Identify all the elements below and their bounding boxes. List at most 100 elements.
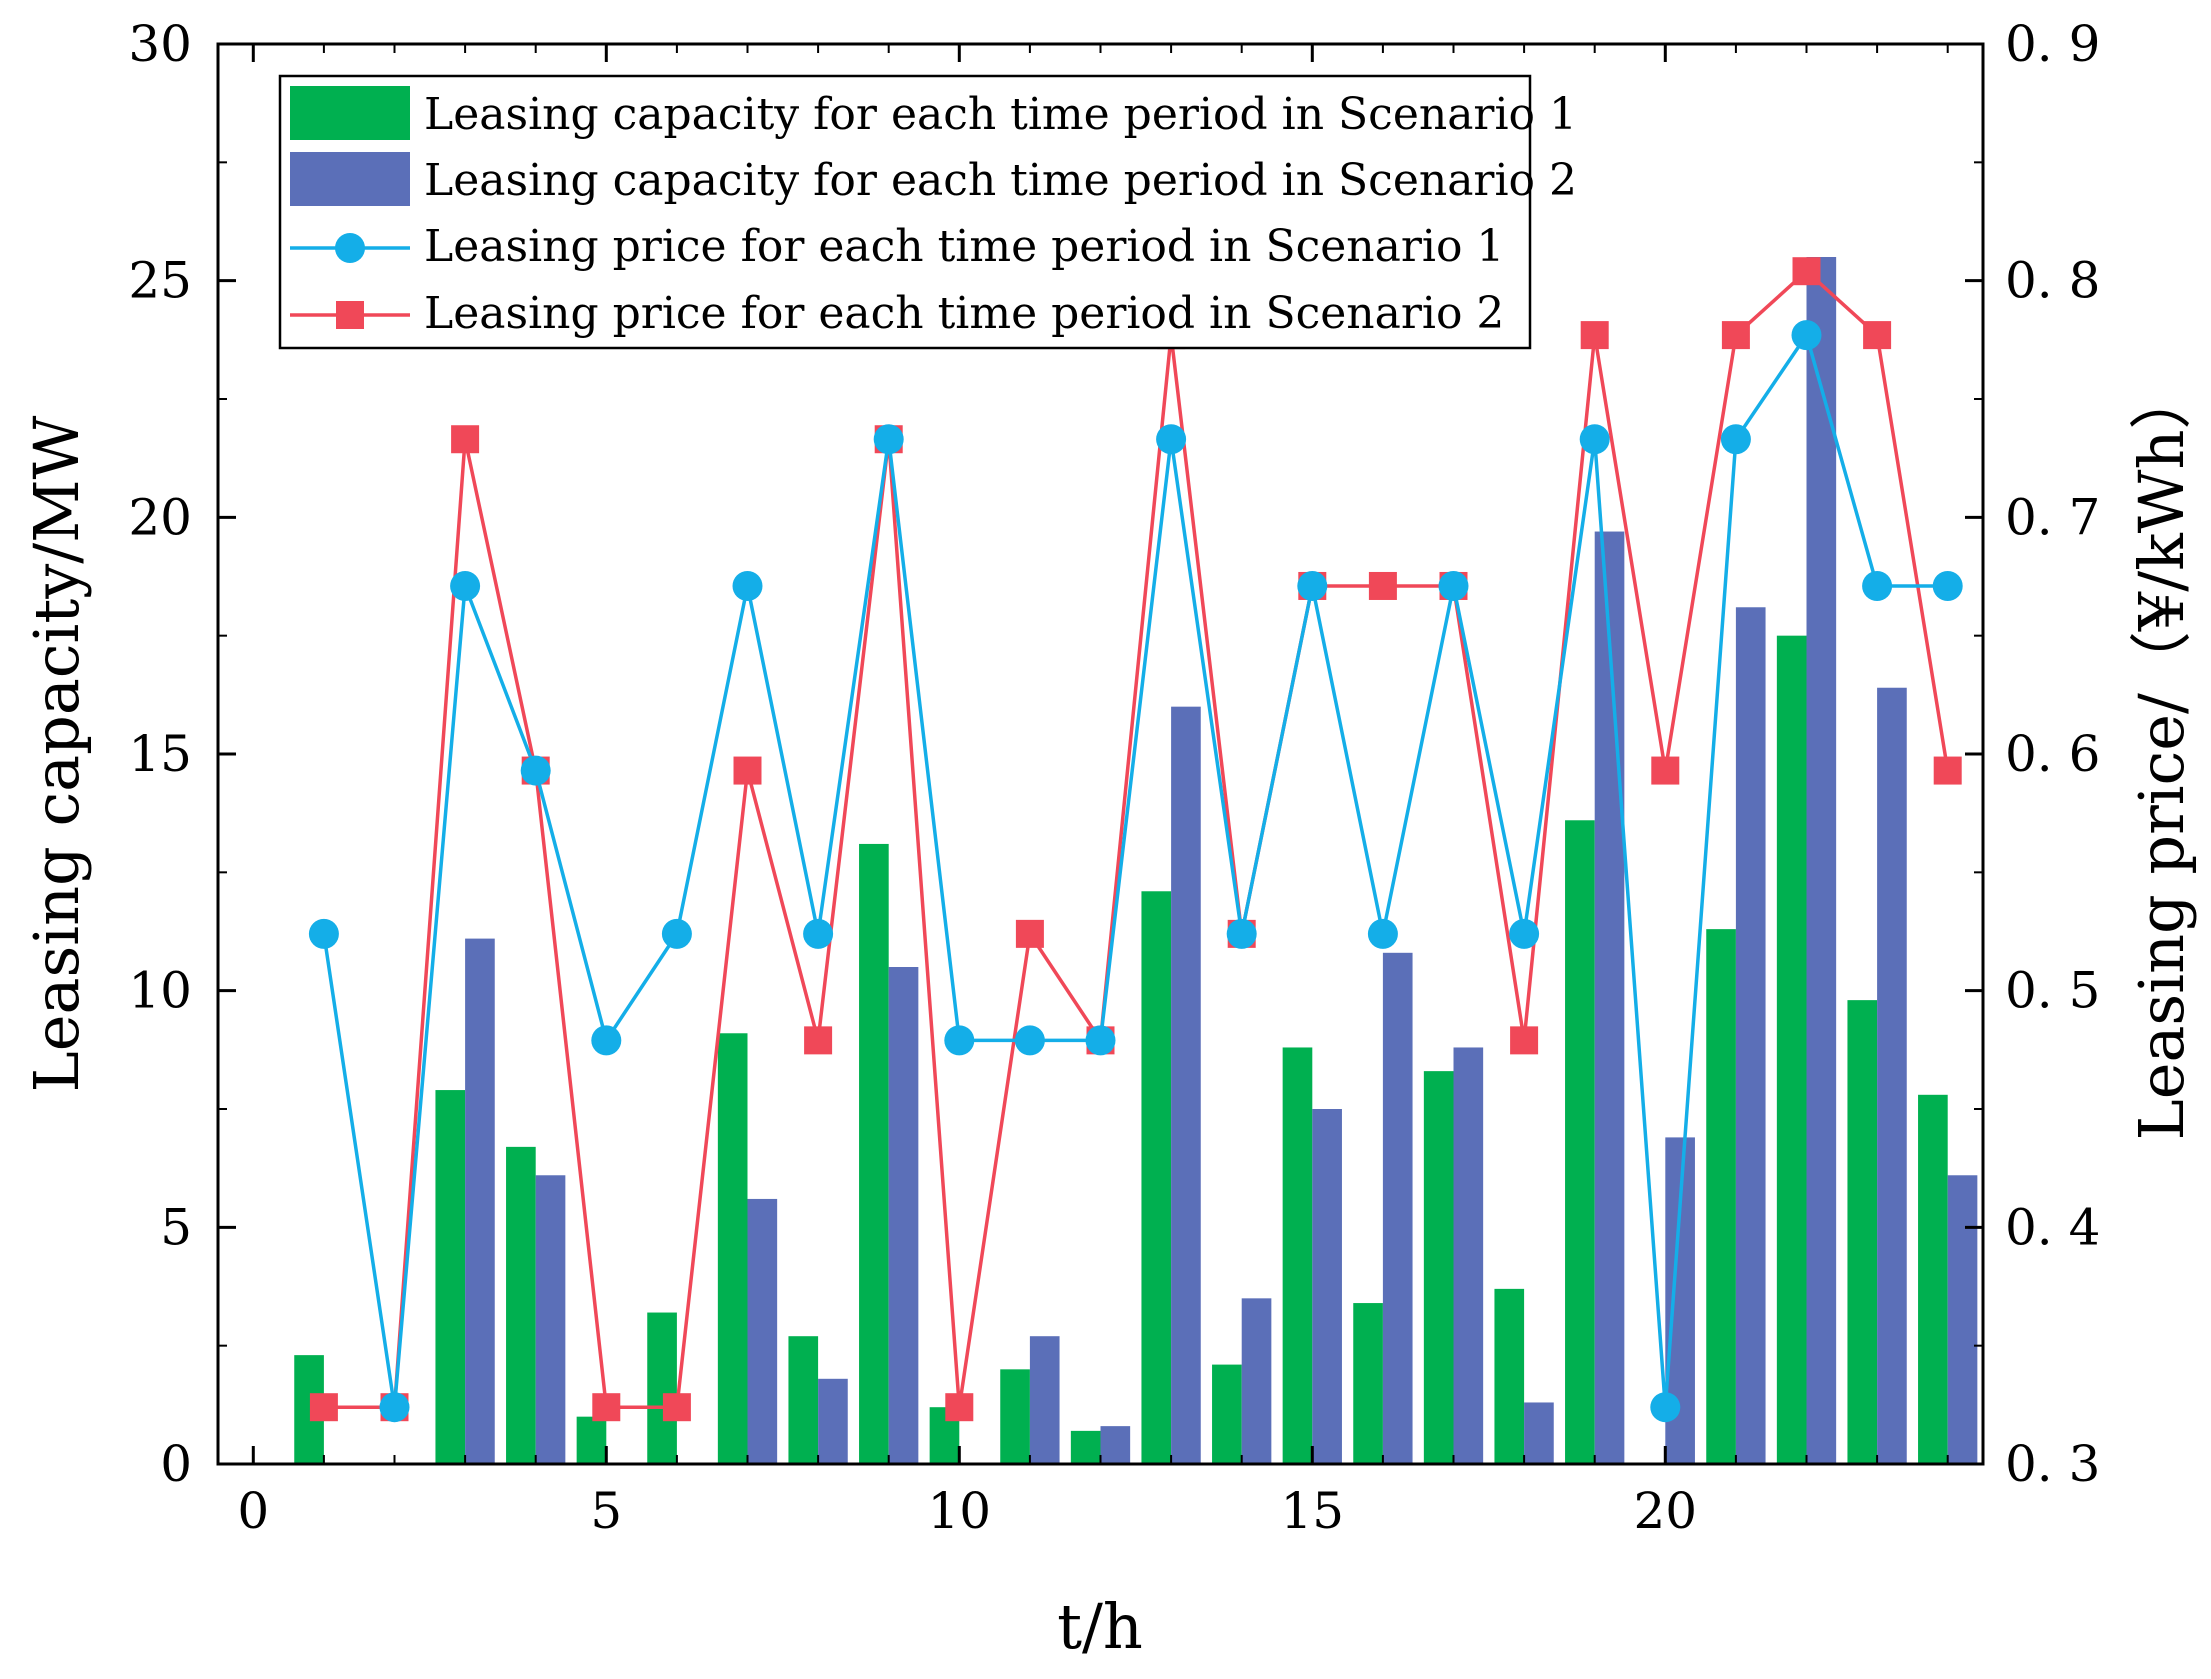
bar-scenario-2-t22: [1806, 257, 1837, 1464]
price-point-scenario-2-t5: [592, 1393, 621, 1422]
y-right-tick-label-3: 0. 6: [2005, 725, 2100, 783]
y-right-tick-label-0: 0. 3: [2005, 1435, 2100, 1493]
legend-box: [278, 74, 1532, 350]
bar-scenario-1-t24: [1918, 1094, 1948, 1464]
price-point-scenario-1-t8: [803, 918, 834, 949]
bar-scenario-2-t16: [1382, 952, 1413, 1464]
price-point-scenario-1-t15: [1297, 570, 1328, 601]
bar-scenario-1-t18: [1494, 1288, 1525, 1464]
price-point-scenario-1-t21: [1720, 424, 1751, 455]
bar-scenario-2-t19: [1594, 531, 1625, 1464]
price-point-scenario-1-t6: [661, 918, 692, 949]
y-axis-left-title: Leasing capacity/MW: [20, 415, 93, 1092]
bar-scenario-1-t21: [1706, 929, 1736, 1464]
price-point-scenario-1-t19: [1579, 424, 1610, 455]
bar-scenario-2-t18: [1524, 1402, 1554, 1464]
y-left-tick-label-0: 0: [160, 1435, 192, 1493]
bar-scenario-2-t11: [1029, 1336, 1060, 1464]
x-tick-label-10: 10: [927, 1482, 991, 1540]
y-right-tick-label-4: 0. 7: [2005, 488, 2100, 546]
bar-scenario-1-t13: [1141, 891, 1172, 1464]
bar-scenario-2-t24: [1947, 1175, 1978, 1464]
bar-scenario-1-t7: [717, 1033, 748, 1464]
y-left-tick-label-20: 20: [128, 488, 192, 546]
price-point-scenario-2-t21: [1721, 321, 1750, 350]
price-point-scenario-1-t9: [873, 424, 904, 455]
price-point-scenario-2-t7: [733, 756, 762, 785]
price-point-scenario-1-t23: [1862, 570, 1893, 601]
bar-scenario-1-t14: [1212, 1364, 1242, 1464]
price-point-scenario-2-t22: [1792, 257, 1821, 286]
bar-scenario-1-t5: [576, 1416, 607, 1464]
legend-label-bar-scenario-2: Leasing capacity for each time period in…: [424, 155, 1577, 206]
legend-label-bar-scenario-1: Leasing capacity for each time period in…: [424, 89, 1577, 140]
price-point-scenario-2-t3: [451, 425, 480, 454]
y-right-tick-label-2: 0. 5: [2005, 962, 2100, 1020]
legend-swatch-bar-scenario-1: [290, 86, 410, 140]
price-point-scenario-2-t19: [1580, 321, 1609, 350]
price-point-scenario-1-t18: [1509, 918, 1540, 949]
price-point-scenario-1-t17: [1438, 570, 1469, 601]
bar-scenario-2-t4: [535, 1175, 566, 1464]
y-left-tick-label-15: 15: [128, 725, 192, 783]
legend-label-line-scenario-2: Leasing price for each time period in Sc…: [424, 288, 1504, 339]
price-point-scenario-1-t5: [591, 1025, 622, 1056]
y-left-tick-label-30: 30: [128, 15, 192, 73]
y-right-tick-label-5: 0. 8: [2005, 252, 2100, 310]
x-tick-label-20: 20: [1633, 1482, 1697, 1540]
price-point-scenario-1-t1: [308, 918, 339, 949]
bar-scenario-1-t19: [1565, 820, 1595, 1464]
bar-scenario-2-t12: [1100, 1426, 1131, 1464]
price-line-scenario-2: [323, 269, 1950, 1409]
price-point-scenario-2-t23: [1863, 321, 1892, 350]
price-point-scenario-1-t22: [1791, 320, 1822, 351]
y-left-tick-label-10: 10: [128, 962, 192, 1020]
bar-scenario-2-t3: [465, 938, 495, 1464]
price-point-scenario-2-t1: [309, 1393, 338, 1422]
x-tick-label-15: 15: [1280, 1482, 1344, 1540]
price-point-scenario-1-t4: [520, 755, 551, 786]
bar-scenario-2-t17: [1453, 1047, 1484, 1464]
price-point-scenario-1-t16: [1367, 918, 1398, 949]
price-point-scenario-1-t24: [1932, 570, 1963, 601]
bar-scenario-1-t6: [647, 1312, 677, 1464]
bar-scenario-2-t8: [818, 1378, 848, 1464]
price-point-scenario-2-t8: [804, 1026, 833, 1055]
bar-scenario-1-t3: [435, 1090, 466, 1464]
price-point-scenario-1-t3: [450, 570, 481, 601]
bar-scenario-1-t15: [1282, 1047, 1313, 1464]
bar-scenario-2-t21: [1735, 607, 1766, 1464]
y-right-tick-label-6: 0. 9: [2005, 15, 2100, 73]
bar-scenario-2-t14: [1241, 1298, 1272, 1464]
x-tick-label-0: 0: [237, 1482, 269, 1540]
price-point-scenario-1-t20: [1650, 1392, 1681, 1423]
x-axis-title: t/h: [1057, 1590, 1143, 1663]
bar-scenario-1-t16: [1353, 1303, 1383, 1464]
price-point-scenario-2-t20: [1651, 756, 1680, 785]
bar-scenario-2-t7: [747, 1198, 778, 1464]
legend: Leasing capacity for each time period in…: [278, 74, 1577, 350]
price-point-scenario-1-t14: [1226, 918, 1257, 949]
bar-scenario-2-t23: [1877, 687, 1907, 1464]
x-tick-label-5: 5: [590, 1482, 622, 1540]
bar-scenario-1-t17: [1423, 1071, 1454, 1464]
price-point-scenario-2-t24: [1933, 756, 1962, 785]
bar-scenario-1-t12: [1070, 1430, 1101, 1464]
price-point-scenario-1-t2: [379, 1392, 410, 1423]
price-point-scenario-2-t10: [945, 1393, 974, 1422]
price-point-scenario-1-t7: [732, 570, 763, 601]
legend-marker-square: [336, 301, 364, 329]
price-point-scenario-1-t11: [1014, 1025, 1045, 1056]
y-right-tick-label-1: 0. 4: [2005, 1198, 2100, 1256]
bar-scenario-2-t9: [888, 967, 919, 1464]
y-left-tick-label-5: 5: [160, 1198, 192, 1256]
price-point-scenario-2-t11: [1015, 919, 1044, 948]
price-point-scenario-2-t6: [662, 1393, 691, 1422]
bar-scenario-1-t8: [788, 1336, 819, 1464]
price-point-scenario-1-t10: [944, 1025, 975, 1056]
legend-label-line-scenario-1: Leasing price for each time period in Sc…: [424, 221, 1504, 272]
bar-scenario-1-t22: [1776, 635, 1807, 1464]
legend-marker-circle: [335, 233, 365, 263]
